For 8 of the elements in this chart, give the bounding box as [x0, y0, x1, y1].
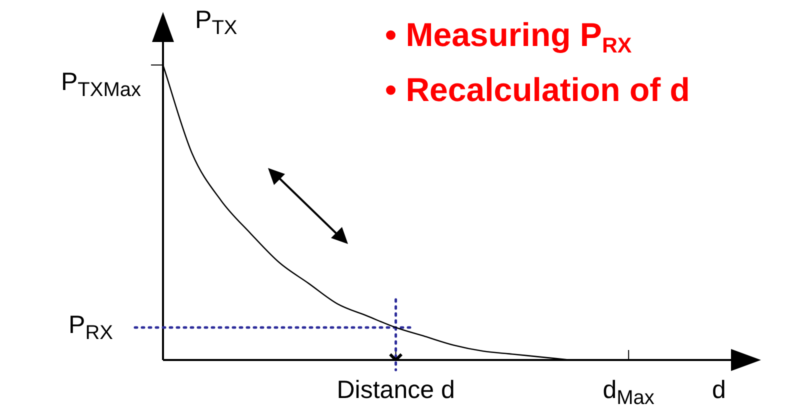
ref-line-label: P$_{RX}$	[68, 310, 113, 344]
x-tick-label: Distance d	[336, 376, 455, 404]
y-axis-title: P$_{TX}$	[195, 6, 238, 39]
annotation: • Recalculation of d	[385, 71, 690, 108]
x-tick-label: d$_{Max}$	[602, 376, 654, 409]
text: • Measuring P$_{RX}$	[385, 16, 632, 58]
x-axis-title: d	[712, 376, 726, 404]
text: P$_{TXMax}$	[60, 68, 141, 101]
